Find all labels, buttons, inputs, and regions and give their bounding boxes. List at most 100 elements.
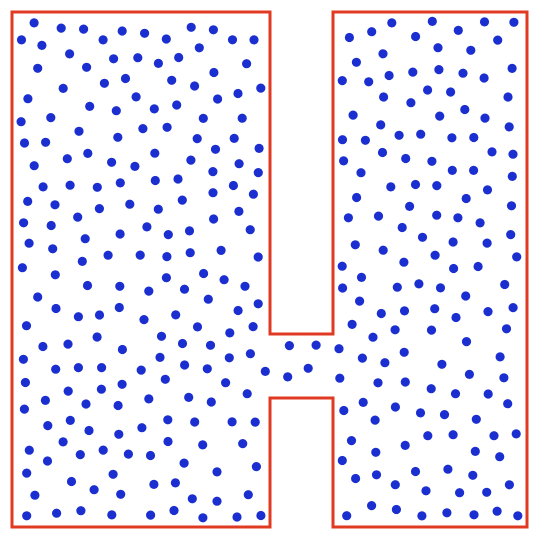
particle [116, 489, 126, 499]
particle [37, 40, 47, 51]
particle [256, 510, 266, 521]
particle [495, 352, 505, 362]
particle [483, 389, 493, 399]
particle [161, 34, 171, 44]
particle [163, 436, 173, 447]
particle [48, 244, 58, 254]
particle [177, 338, 188, 349]
particle [253, 299, 263, 309]
particle [137, 423, 147, 433]
particle [82, 280, 93, 291]
particle [397, 222, 407, 233]
particle [508, 303, 518, 313]
particle [229, 133, 239, 143]
particle [120, 73, 131, 84]
particle [427, 156, 437, 166]
particle [426, 325, 437, 335]
particle [499, 373, 509, 383]
particle [380, 358, 390, 368]
particle [346, 436, 357, 446]
particle [379, 92, 389, 102]
particle [136, 365, 146, 375]
particle [253, 168, 263, 178]
particle [82, 62, 92, 72]
particle [446, 87, 456, 97]
particle [117, 26, 127, 36]
particle [115, 178, 125, 188]
particle [283, 372, 293, 382]
particle [461, 337, 472, 347]
particle [125, 199, 135, 209]
particle [162, 122, 172, 132]
particle [245, 225, 255, 235]
particle [469, 510, 479, 520]
particle [311, 340, 321, 350]
particle [483, 307, 493, 317]
particle [337, 135, 348, 145]
particle [387, 18, 397, 28]
particle [18, 354, 28, 364]
particle [394, 130, 404, 140]
particle [160, 374, 170, 384]
particle [371, 470, 382, 480]
particle [405, 201, 415, 211]
particle [434, 65, 444, 75]
particle [430, 250, 440, 260]
particle [337, 455, 347, 466]
particle [224, 353, 234, 363]
particle [400, 377, 410, 387]
particle [117, 379, 127, 389]
particle [140, 28, 150, 38]
particle [448, 430, 458, 440]
particle [213, 94, 223, 104]
particle [130, 161, 140, 171]
particle [489, 431, 499, 441]
particle [228, 180, 238, 191]
particle [58, 437, 68, 447]
particle [504, 122, 514, 132]
particle [46, 113, 56, 123]
particle [144, 286, 154, 296]
particle [51, 303, 61, 314]
particle [406, 98, 416, 108]
particle [138, 124, 148, 134]
particle [334, 344, 344, 354]
particle [355, 296, 365, 306]
particle [482, 238, 492, 248]
particle [33, 292, 43, 302]
particle [243, 490, 253, 500]
particle [192, 322, 203, 332]
particle [439, 410, 450, 420]
particle [248, 189, 258, 199]
particle [131, 92, 141, 102]
particle [507, 63, 517, 73]
particle [63, 339, 73, 349]
particle [466, 45, 476, 55]
particle [338, 283, 348, 293]
particle [51, 364, 61, 374]
particle [194, 43, 204, 53]
particle [179, 284, 190, 294]
particle [509, 17, 519, 27]
particle [212, 467, 222, 477]
particle [63, 386, 73, 396]
particle [501, 324, 512, 334]
particle [370, 415, 380, 425]
particle [65, 49, 75, 59]
particle [174, 52, 184, 63]
particle [433, 43, 443, 53]
particle [508, 149, 518, 159]
particle [76, 506, 86, 516]
particle [62, 154, 72, 164]
particle [153, 204, 163, 214]
particle [500, 279, 510, 290]
particle [38, 341, 48, 352]
particle [503, 92, 513, 102]
particle [417, 511, 427, 521]
particle [161, 273, 171, 283]
particle [50, 270, 60, 280]
particle [149, 479, 159, 489]
particle [469, 165, 479, 175]
particle [56, 23, 66, 33]
particle [376, 120, 386, 130]
